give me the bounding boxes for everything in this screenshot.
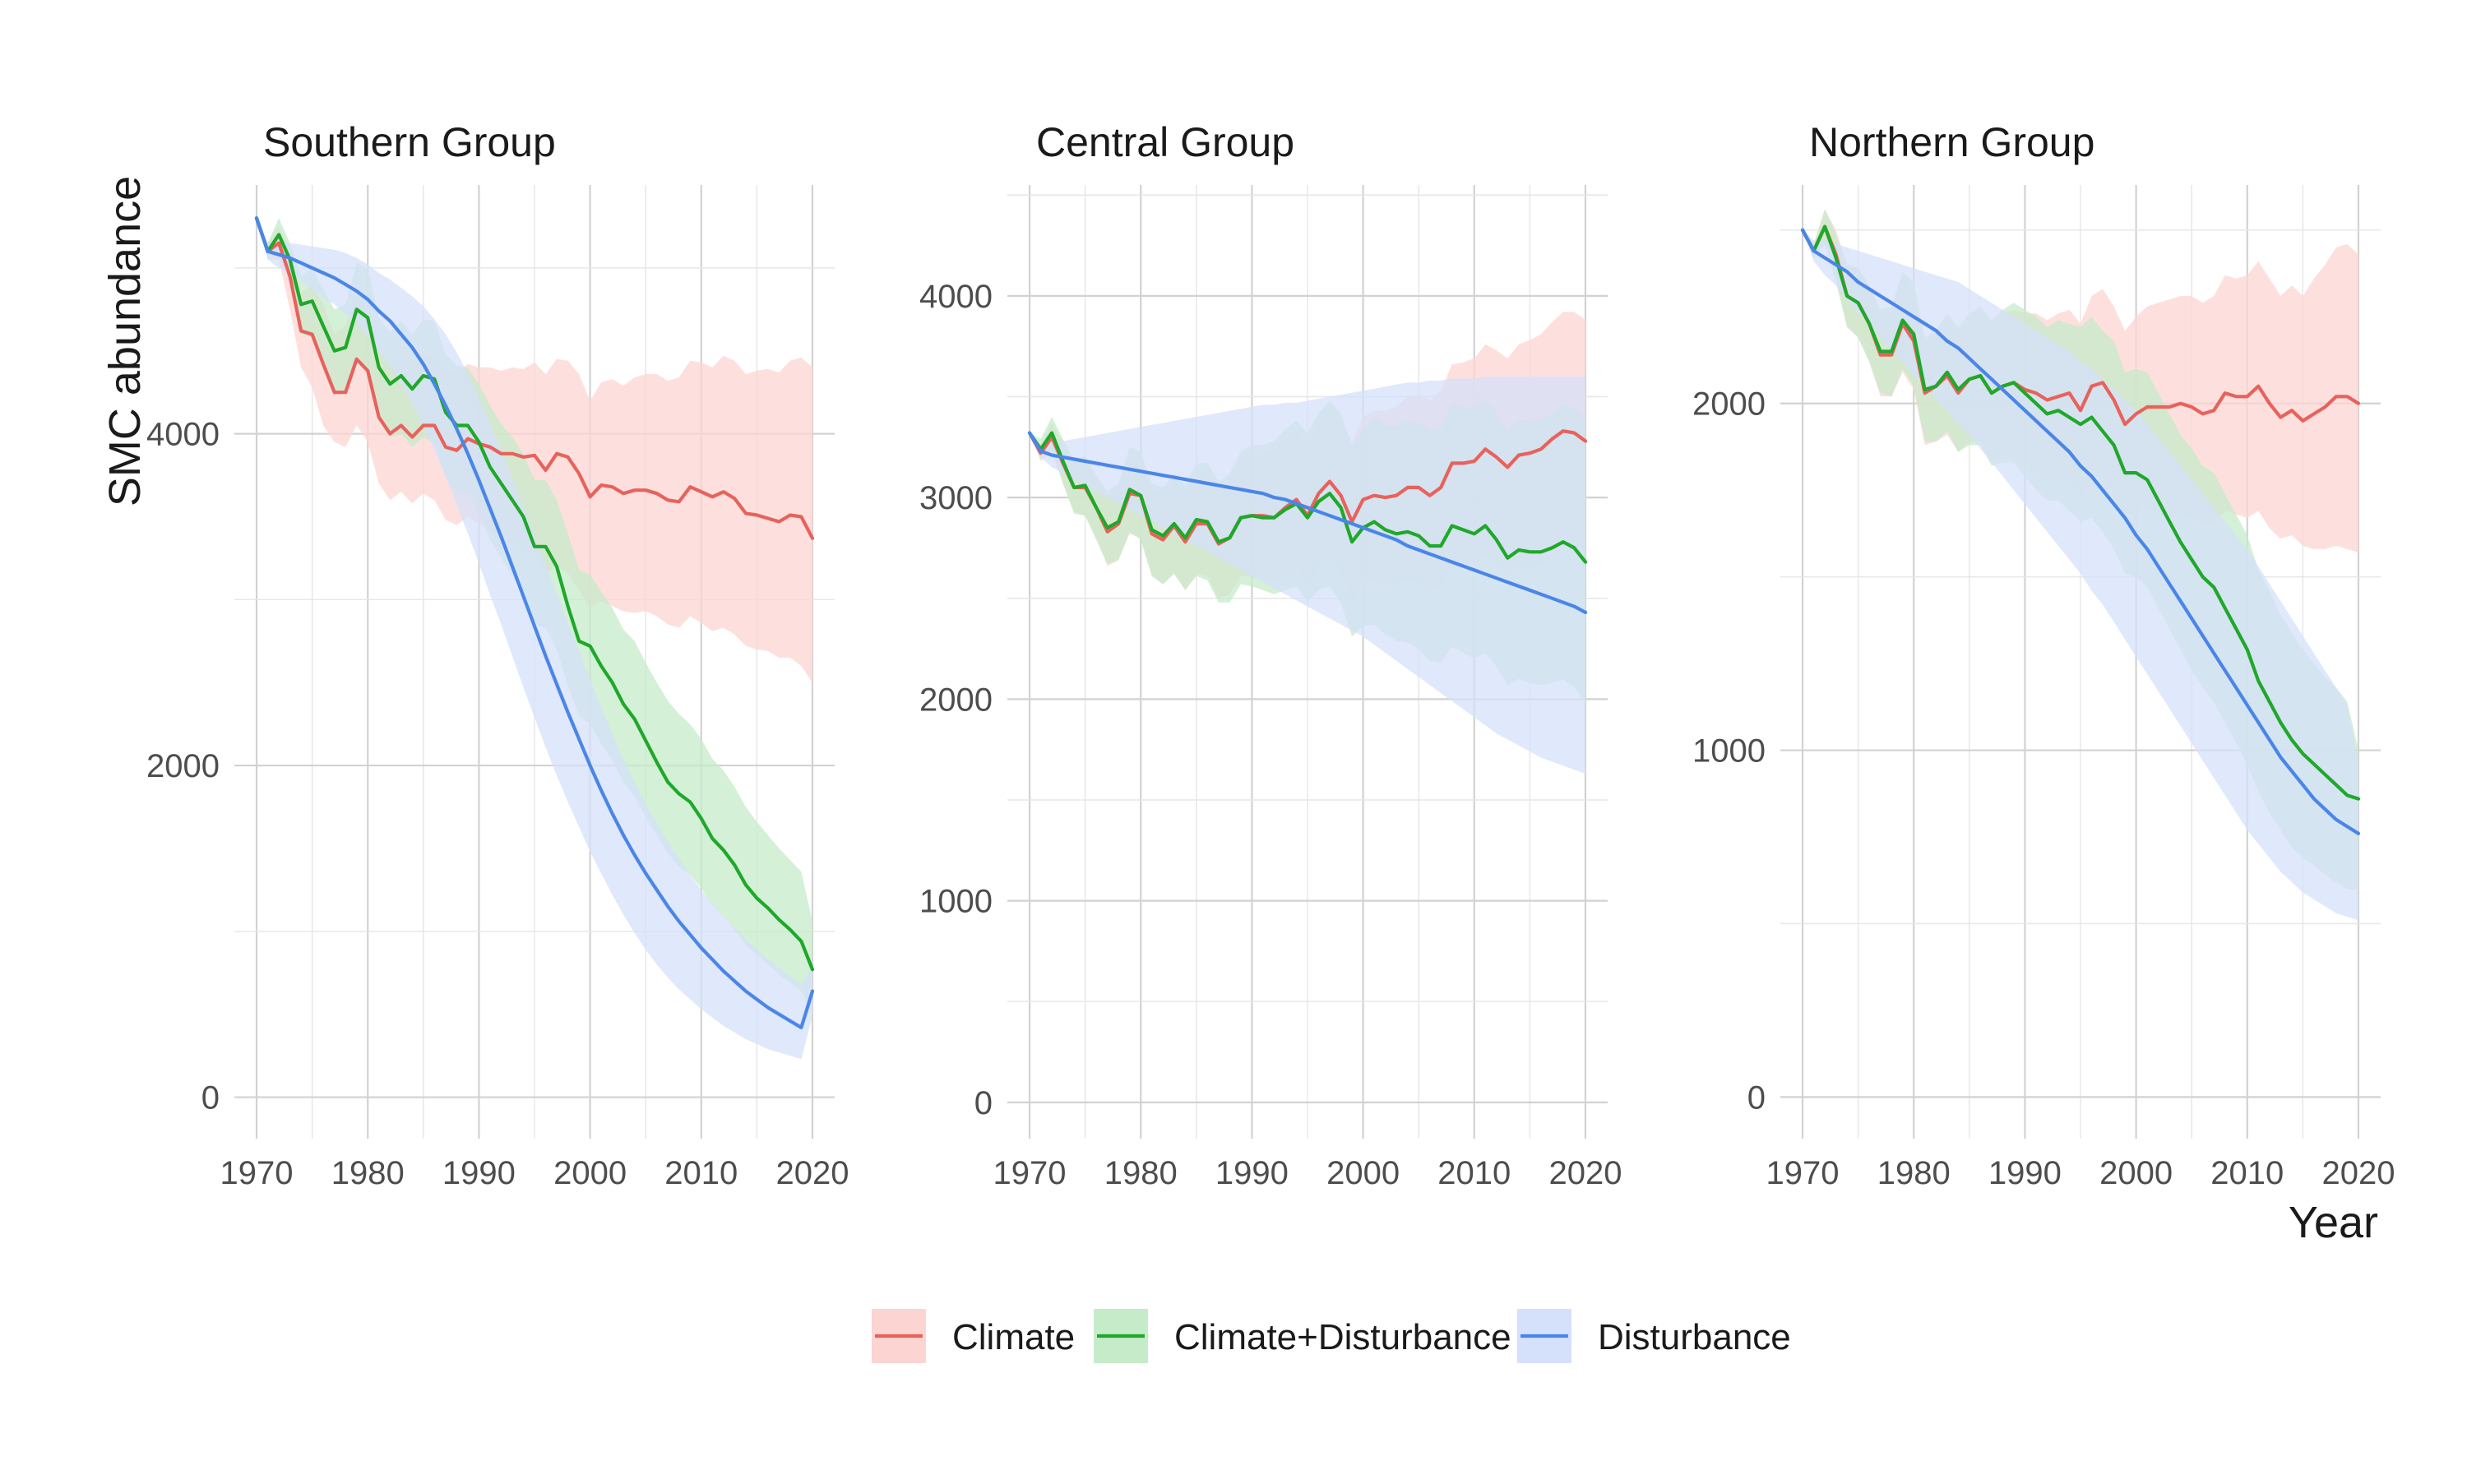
ribbon-disturbance <box>257 218 812 1060</box>
y-axis-title: SMC abundance <box>100 176 150 506</box>
x-tick-label: 1970 <box>220 1155 294 1191</box>
y-tick-label: 4000 <box>919 279 993 315</box>
legend: Climate Climate+Disturbance Disturbance <box>872 1309 1791 1363</box>
legend-label: Climate+Disturbance <box>1174 1317 1511 1357</box>
y-tick-label: 1000 <box>919 884 993 920</box>
panel-1-ticks: 1970 1980 1990 2000 2010 2020 0 2000 4000 <box>146 417 849 1191</box>
x-tick-label: 2010 <box>1437 1155 1511 1191</box>
y-tick-label: 4000 <box>146 417 220 453</box>
panel-title: Northern Group <box>1809 119 2094 165</box>
line-disturbance <box>254 216 815 1029</box>
x-tick-label: 2010 <box>2210 1155 2284 1191</box>
ribbon-climate <box>257 218 812 683</box>
legend-entry-disturbance: Disturbance <box>1517 1309 1791 1363</box>
y-tick-label: 0 <box>201 1080 220 1116</box>
legend-entry-climate-disturbance: Climate+Disturbance <box>1094 1309 1511 1363</box>
x-tick-label: 2020 <box>2321 1155 2395 1191</box>
panel-2-lines <box>1027 429 1588 614</box>
line-disturbance <box>1800 228 2361 835</box>
x-tick-label: 2000 <box>1326 1155 1400 1191</box>
x-tick-label: 1970 <box>1766 1155 1840 1191</box>
panel-3-lines <box>1800 224 2361 835</box>
x-tick-label: 2020 <box>1548 1155 1622 1191</box>
line-disturbance <box>1027 431 1588 614</box>
panel-1-lines <box>254 216 815 1029</box>
legend-entry-climate: Climate <box>872 1309 1075 1363</box>
x-tick-label: 1980 <box>1877 1155 1951 1191</box>
x-tick-label: 1980 <box>1104 1155 1178 1191</box>
x-tick-label: 2000 <box>553 1155 627 1191</box>
x-axis-title: Year <box>2289 1198 2378 1247</box>
legend-label: Disturbance <box>1598 1317 1791 1357</box>
panel-title: Southern Group <box>263 119 556 165</box>
x-tick-label: 1970 <box>993 1155 1067 1191</box>
x-tick-label: 1980 <box>331 1155 405 1191</box>
y-tick-label: 3000 <box>919 480 993 516</box>
x-tick-label: 2000 <box>2099 1155 2173 1191</box>
y-tick-label: 2000 <box>1692 386 1766 423</box>
panel-1-ribbons <box>257 218 812 1060</box>
panel-2: 1970 1980 1990 2000 2010 2020 0 1000 2000 3000 400… <box>919 119 1622 1191</box>
line-climate-disturbance <box>1800 224 2361 801</box>
y-tick-label: 0 <box>1747 1079 1766 1116</box>
panel-2-ticks: 1970 1980 1990 2000 2010 2020 0 1000 2000 3000 400… <box>919 279 1622 1191</box>
y-tick-label: 1000 <box>1692 733 1766 770</box>
legend-label: Climate <box>952 1317 1075 1357</box>
panel-1: 1970 1980 1990 2000 2010 2020 0 2000 4000 Souther… <box>146 119 849 1191</box>
y-tick-label: 0 <box>974 1085 993 1121</box>
line-climate-disturbance <box>254 216 815 972</box>
x-tick-label: 1990 <box>442 1155 516 1191</box>
x-tick-label: 2020 <box>775 1155 849 1191</box>
line-climate <box>254 216 815 540</box>
line-climate-disturbance <box>1027 431 1588 564</box>
panel-3-ticks: 1970 1980 1990 2000 2010 2020 0 1000 2000 <box>1692 386 2395 1191</box>
y-tick-label: 2000 <box>146 748 220 784</box>
x-tick-label: 1990 <box>1215 1155 1289 1191</box>
panel-title: Central Group <box>1036 119 1294 165</box>
x-tick-label: 2010 <box>664 1155 738 1191</box>
y-tick-label: 2000 <box>919 682 993 718</box>
ribbon-disturbance <box>1803 229 2358 921</box>
x-tick-label: 1990 <box>1988 1155 2062 1191</box>
panel-3: 1970 1980 1990 2000 2010 2020 0 1000 2000 Norther… <box>1692 119 2395 1191</box>
